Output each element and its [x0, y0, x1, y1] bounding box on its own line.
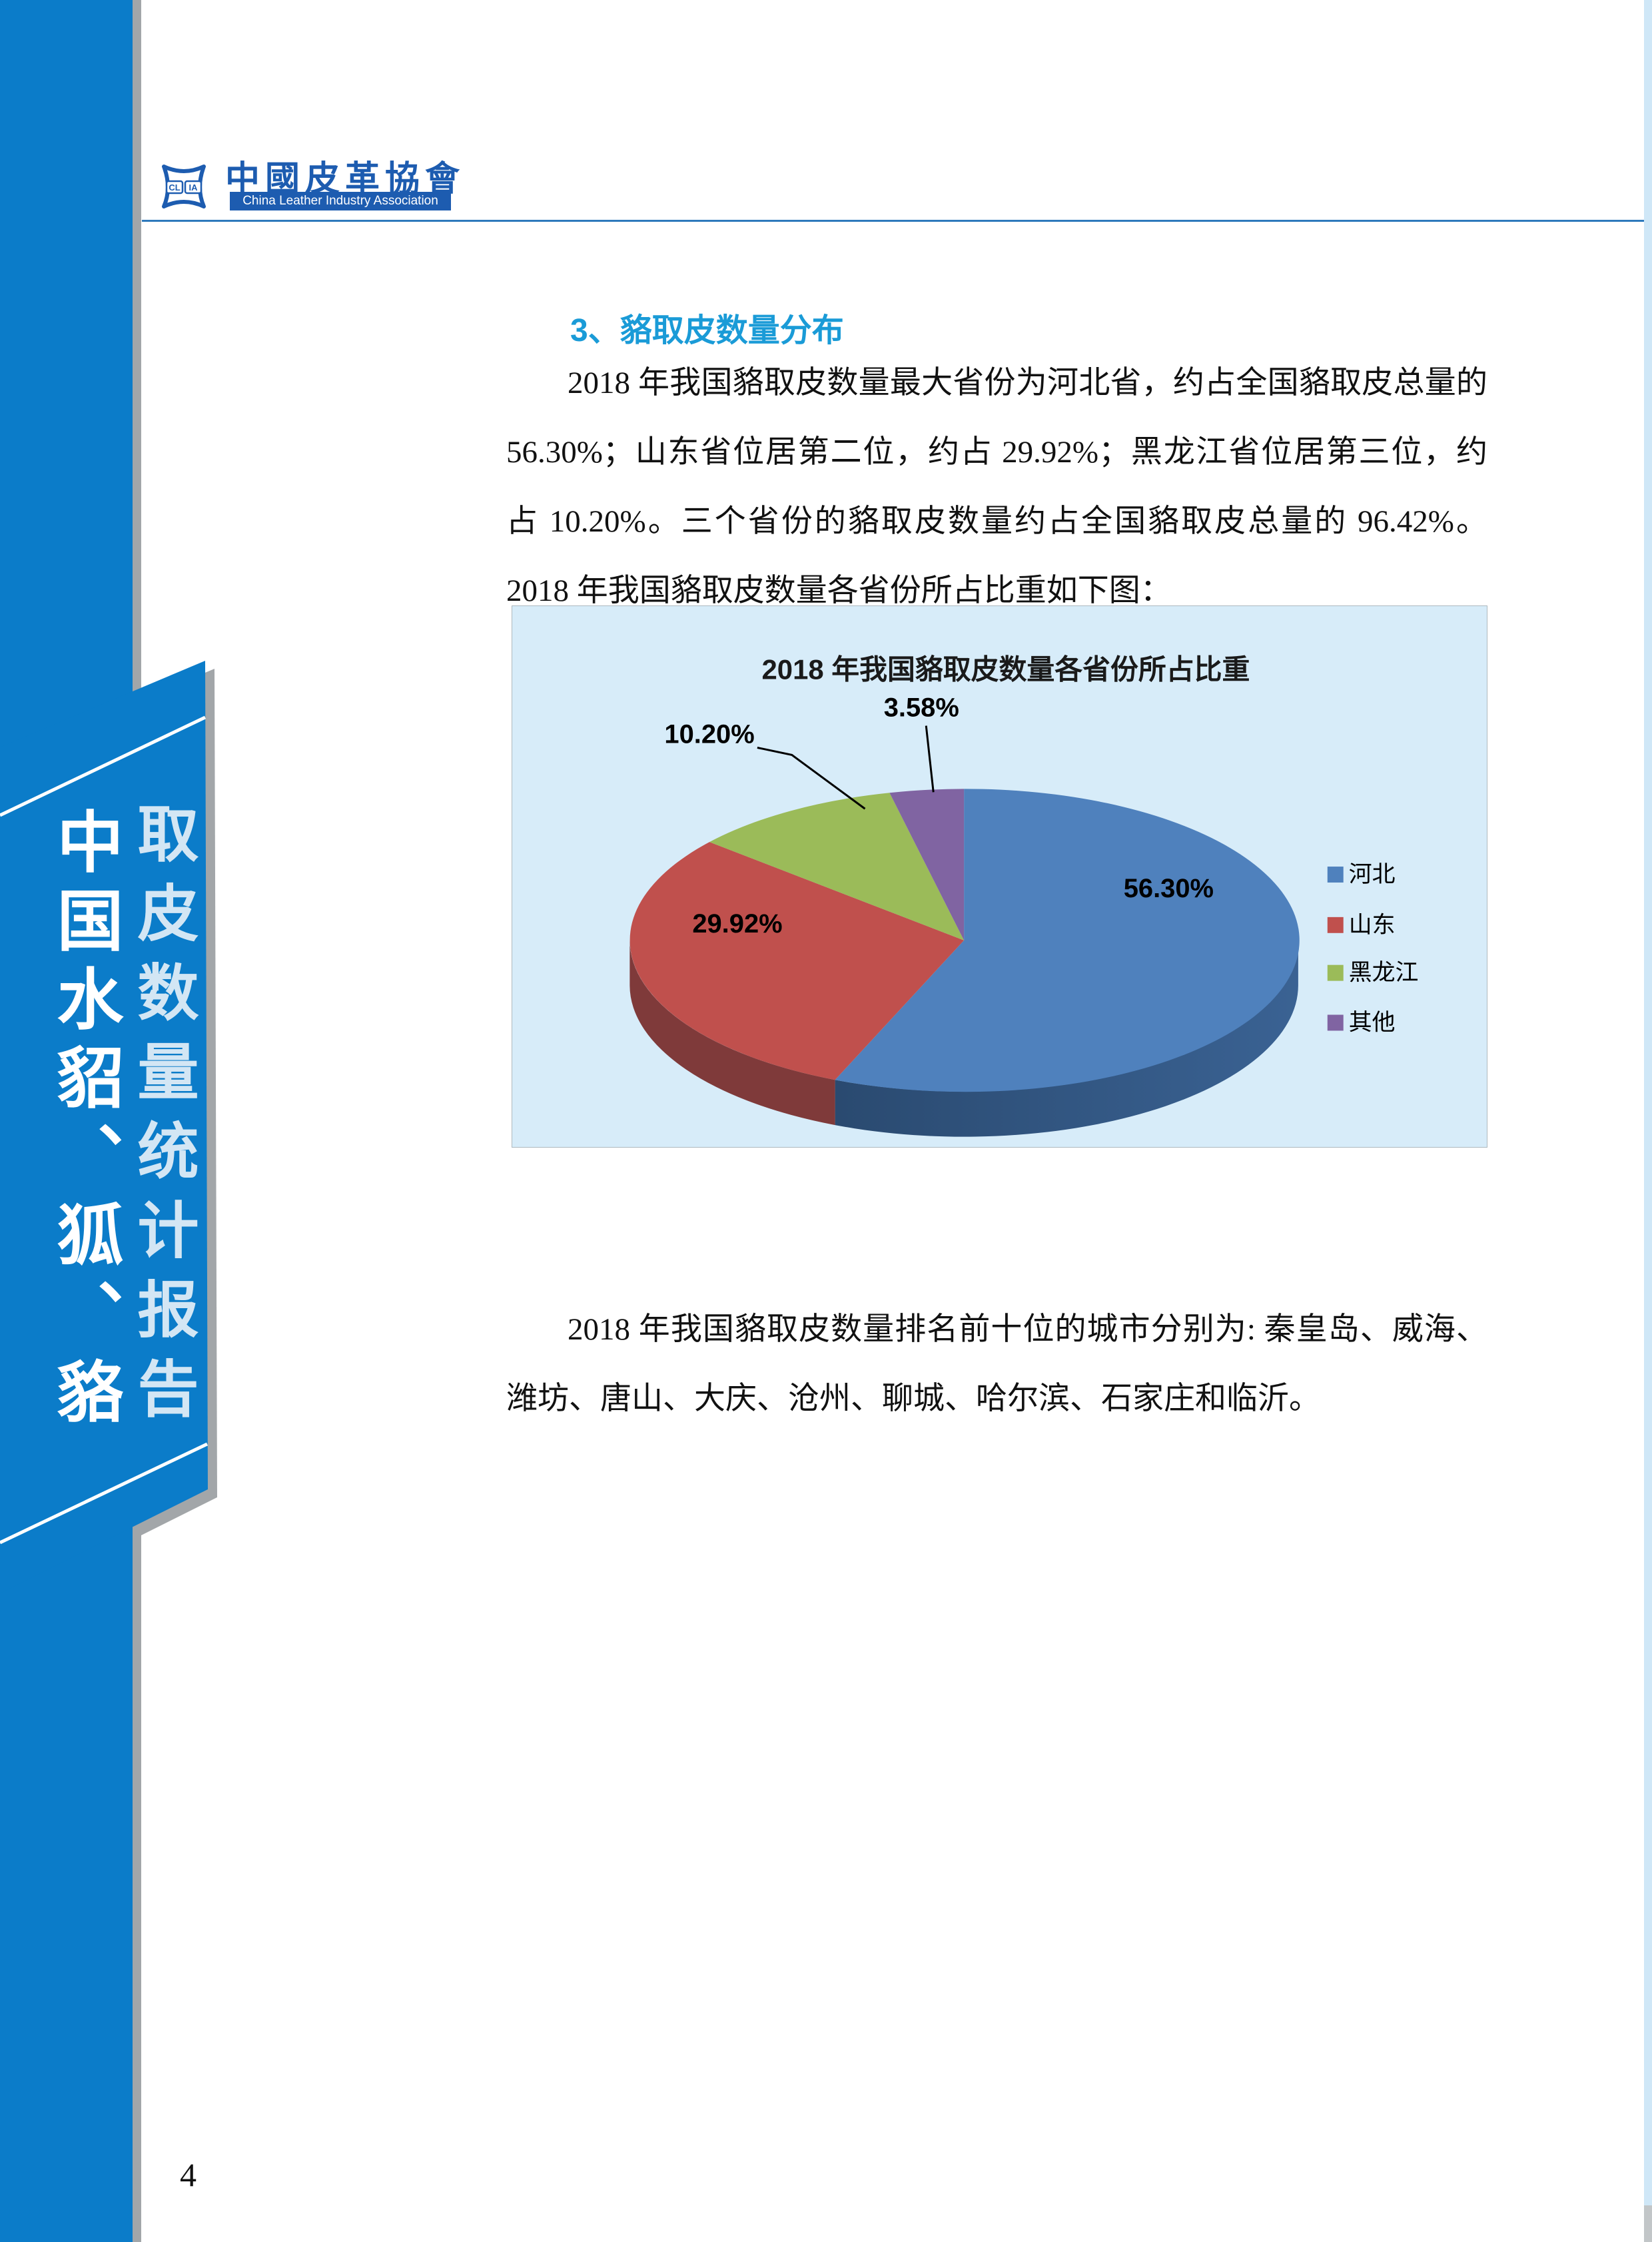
legend-label-heilongjiang: 黑龙江	[1349, 960, 1419, 986]
legend-swatch-hebei	[1327, 867, 1344, 883]
pie-label-hebei: 56.30%	[1124, 874, 1214, 903]
banner-shape	[0, 661, 208, 1593]
left-sidebar-decoration	[0, 0, 217, 2242]
pie-chart: 2018 年我国貉取皮数量各省份所占比重 56.30% 29.92% 10.20…	[629, 654, 1419, 1137]
pie-slice-other	[889, 789, 965, 940]
pie-slice-heilongjiang	[709, 793, 965, 940]
legend-swatch-heilongjiang	[1327, 964, 1344, 981]
section-heading: 3、貉取皮数量分布	[570, 313, 844, 348]
pie-label-shandong: 29.92%	[692, 909, 782, 938]
chart-legend: 河北 山东 黑龙江 其他	[1327, 861, 1419, 1035]
paragraph-top-cities: 2018 年我国貉取皮数量排名前十位的城市分别为: 秦皇岛、威海、潍坊、唐山、大…	[506, 1312, 1487, 1416]
header-divider	[142, 220, 1652, 222]
pie-side-hebei	[835, 940, 1298, 1137]
logo-org-name-en: China Leather Industry Association	[230, 192, 451, 210]
banner-bottom-accent-line	[0, 1442, 208, 1545]
right-edge-strip-foot	[1644, 2205, 1652, 2242]
pie-side-shandong	[629, 940, 835, 1126]
legend-swatch-shandong	[1327, 917, 1344, 933]
pie-slice-shandong	[629, 842, 965, 1080]
leader-line-other	[925, 725, 935, 793]
sidebar-title-line2: 取皮数量统计报告	[129, 802, 197, 1436]
sidebar-title-line1: 中国水貂、狐、貉	[47, 807, 121, 1436]
pie-chart-panel: 2018 年我国貉取皮数量各省份所占比重 56.30% 29.92% 10.20…	[512, 605, 1487, 1148]
paragraph-province-distribution: 2018 年我国貉取皮数量最大省份为河北省，约占全国貉取皮总量的 56.30%；…	[506, 366, 1487, 608]
clia-badge-icon: CL IA	[162, 165, 206, 208]
leader-line-heilongjiang	[757, 747, 866, 810]
legend-label-shandong: 山东	[1349, 912, 1396, 938]
banner-top-accent-line	[0, 715, 206, 817]
legend-label-other: 其他	[1349, 1009, 1396, 1035]
pie-label-other: 3.58%	[884, 693, 959, 723]
legend-label-hebei: 河北	[1349, 861, 1396, 887]
pie-label-heilongjiang: 10.20%	[664, 719, 754, 749]
chart-title: 2018 年我国貉取皮数量各省份所占比重	[762, 654, 1250, 685]
badge-text-left: CL	[169, 183, 180, 192]
legend-swatch-other	[1327, 1014, 1344, 1031]
right-edge-strip	[1644, 0, 1652, 2205]
pie-slice-hebei	[835, 789, 1300, 1092]
page-number: 4	[180, 2156, 197, 2193]
badge-text-right: IA	[189, 183, 199, 192]
